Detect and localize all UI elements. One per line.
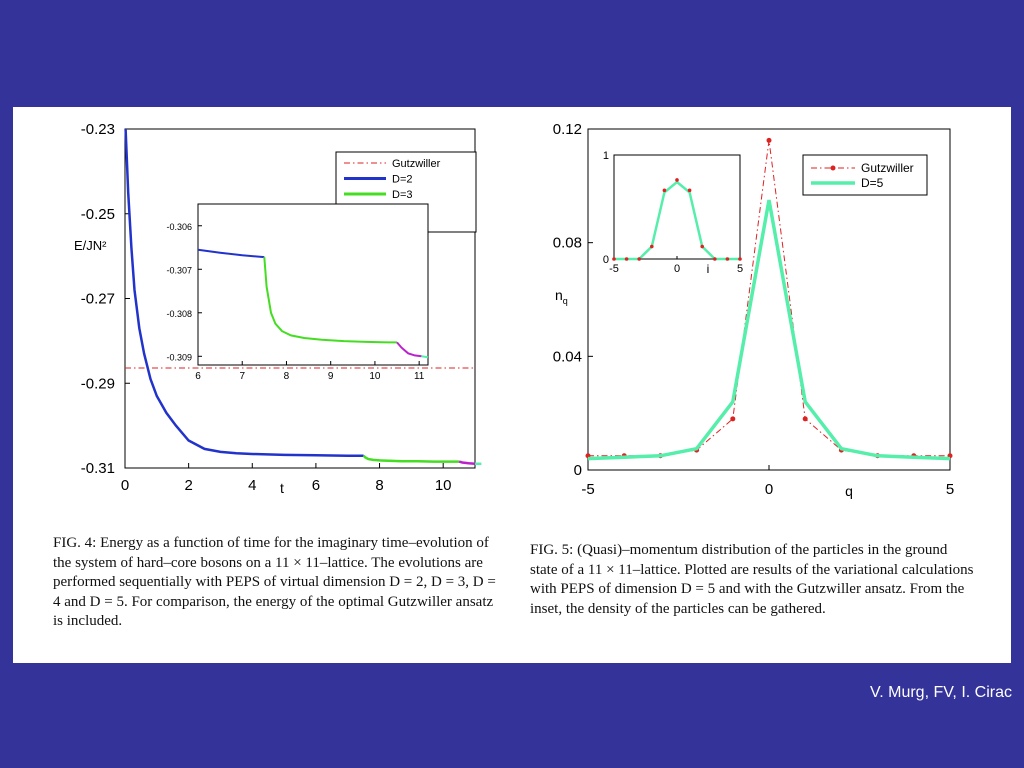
fig5-ytick-label: 0.12 (553, 121, 582, 138)
fig5-inset-point (624, 257, 629, 261)
fig4-inset-series-d3 (263, 257, 397, 344)
fig4-inset-series-d5 (421, 355, 429, 359)
fig5-inset-point (713, 257, 717, 261)
fig4-inset-ytick-label: -0.306 (166, 222, 192, 232)
fig5-legend-label: D=5 (861, 176, 884, 190)
fig4-inset-xtick-label: 8 (284, 371, 290, 382)
fig5-gutzwiller-point (730, 416, 736, 422)
fig5-xtick-label: -5 (581, 481, 594, 498)
fig4-caption: FIG. 4: Energy as a function of time for… (53, 535, 496, 629)
fig4-xtick-label: 8 (375, 477, 383, 494)
fig5-inset-ytick-label: 0 (603, 254, 609, 266)
fig4-xtick-label: 2 (184, 477, 192, 494)
fig5-inset-xtick-label: 5 (737, 263, 743, 275)
fig4-series-d2 (124, 128, 364, 457)
fig4-xtick-label: 10 (435, 477, 452, 494)
fig5-legend-marker (830, 165, 836, 171)
fig4-legend-label: D=2 (392, 174, 413, 186)
fig5-inset-xtick-label: 0 (674, 263, 680, 275)
fig5-gutzwiller-point (802, 416, 808, 422)
fig5-inset-point (650, 244, 654, 249)
fig5-inset-point (675, 178, 679, 182)
fig4-inset-xtick-label: 11 (414, 371, 425, 382)
fig5-xlabel: q (845, 483, 853, 499)
figure-panel (13, 107, 1011, 663)
fig5-ytick-label: 0 (574, 462, 582, 479)
fig4-ytick-label: -0.29 (81, 375, 115, 392)
fig4-inset-ytick-label: -0.307 (166, 265, 192, 275)
fig5-inset-xtick-label: -5 (609, 263, 619, 275)
fig5-ylabel: nq (555, 287, 568, 306)
fig5-inset-point (662, 188, 667, 193)
fig4-inset-xtick-label: 7 (239, 371, 245, 382)
fig5-inset-ytick-label: 1 (603, 150, 609, 162)
fig5-inset-xlabel: i (707, 262, 710, 276)
fig4-inset-xtick-label: 9 (328, 371, 334, 382)
fig4-inset-series-d2 (197, 248, 265, 259)
fig5-series-d5 (587, 199, 951, 461)
fig5-inset-point (700, 244, 704, 249)
fig4-ytick-label: -0.25 (81, 206, 115, 223)
fig4-xtick-label: 4 (248, 477, 256, 494)
fig4-series-d3 (362, 454, 460, 463)
fig4-inset-ytick-label: -0.309 (166, 352, 192, 362)
fig4-inset-series-d4 (396, 341, 422, 358)
fig5-inset-point (637, 257, 641, 261)
fig5-inset-point (612, 257, 616, 261)
fig5-legend-label: Gutzwiller (861, 161, 914, 175)
fig5-inset-point (738, 257, 742, 261)
fig5-gutzwiller-point (766, 137, 772, 143)
fig4-xlabel: t (280, 480, 284, 496)
fig4-legend-label: Gutzwiller (392, 158, 441, 170)
fig5-inset-frame (613, 154, 741, 260)
fig5-xtick-label: 0 (765, 481, 773, 498)
fig4-series-d4 (458, 460, 476, 466)
fig5-inset-point (725, 257, 730, 261)
fig5-inset-point (687, 188, 692, 193)
fig4-xtick-label: 6 (312, 477, 320, 494)
fig5-caption: FIG. 5: (Quasi)–momentum distribution of… (530, 542, 974, 617)
fig4-ytick-label: -0.27 (81, 291, 115, 308)
fig5-ytick-label: 0.04 (553, 348, 582, 365)
fig4-ytick-label: -0.31 (81, 460, 115, 477)
fig4-ylabel: E/JN² (74, 238, 107, 253)
fig5-inset-series-density (614, 180, 740, 261)
fig4-inset-frame (197, 203, 429, 366)
fig4-inset-ytick-label: -0.308 (166, 309, 192, 319)
fig4-inset-xtick-label: 10 (369, 371, 381, 382)
author-credit: V. Murg, FV, I. Cirac (870, 684, 1012, 701)
fig4-ytick-label: -0.23 (81, 121, 115, 138)
fig4-xtick-label: 0 (121, 477, 129, 494)
fig5-ytick-label: 0.08 (553, 235, 582, 252)
fig5-xtick-label: 5 (946, 481, 954, 498)
fig4-inset-xtick-label: 6 (195, 371, 201, 382)
fig5-legend (802, 154, 928, 196)
fig4-legend-label: D=3 (392, 189, 413, 201)
